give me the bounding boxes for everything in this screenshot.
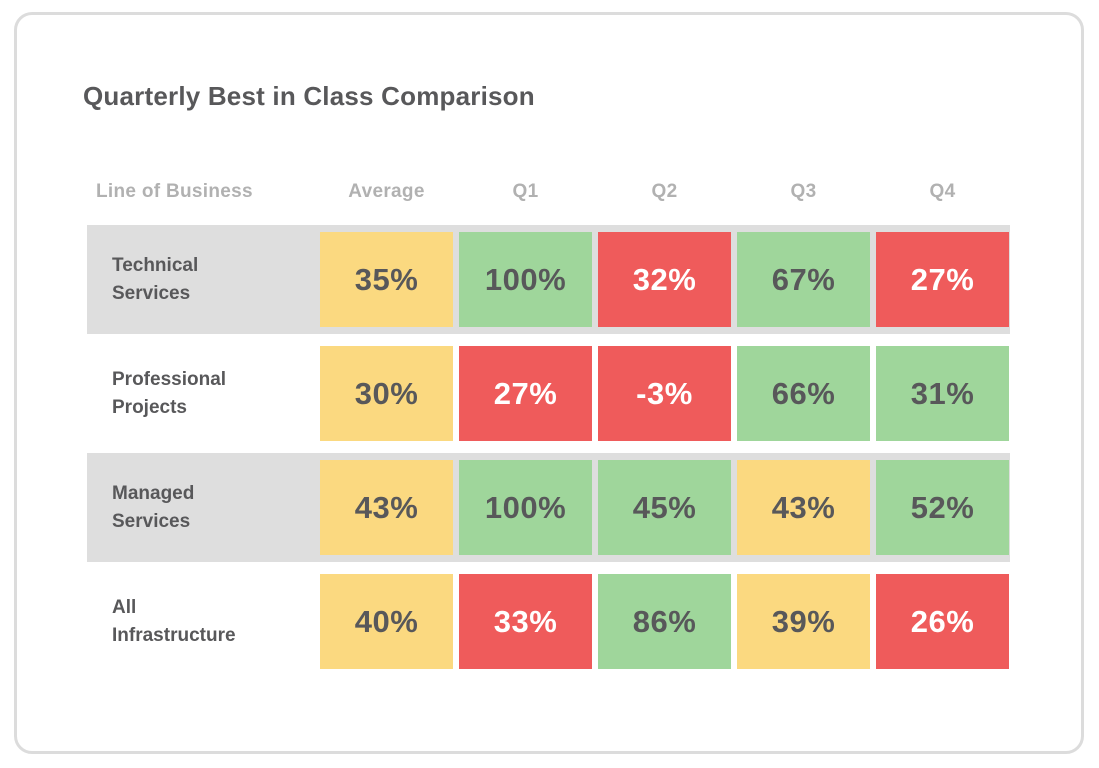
value-cell: 35% bbox=[320, 232, 453, 328]
column-header-line-of-business: Line of Business bbox=[96, 181, 253, 203]
value-cell: 26% bbox=[876, 574, 1009, 670]
value-cell: 32% bbox=[598, 232, 731, 328]
value-cell: 40% bbox=[320, 574, 453, 670]
table-row: All Infrastructure 40% 33% 86% 39% 26% bbox=[87, 567, 1010, 676]
column-header-q4: Q4 bbox=[929, 181, 956, 203]
value-cell: 27% bbox=[459, 346, 592, 442]
row-label: Managed Services bbox=[112, 483, 195, 532]
dashboard-card: Quarterly Best in Class Comparison Line … bbox=[14, 12, 1084, 754]
column-header-q1: Q1 bbox=[512, 181, 539, 203]
value-cell: 45% bbox=[598, 460, 731, 556]
value-cell: 31% bbox=[876, 346, 1009, 442]
value-cell: 43% bbox=[320, 460, 453, 556]
table-row: Professional Projects 30% 27% -3% 66% 31% bbox=[87, 339, 1010, 448]
comparison-table: Line of Business Average Q1 Q2 Q3 Q4 Technica… bbox=[87, 180, 1010, 676]
value-cell: 30% bbox=[320, 346, 453, 442]
value-cell: 52% bbox=[876, 460, 1009, 556]
value-cell: -3% bbox=[598, 346, 731, 442]
value-cell: 100% bbox=[459, 232, 592, 328]
table-row: Managed Services 43% 100% 45% 43% 52% bbox=[87, 453, 1010, 563]
value-cell: 86% bbox=[598, 574, 731, 670]
column-header-q2: Q2 bbox=[651, 181, 678, 203]
row-label: Technical Services bbox=[112, 255, 199, 304]
row-label: All Infrastructure bbox=[112, 597, 236, 646]
table-header-row: Line of Business Average Q1 Q2 Q3 Q4 bbox=[87, 180, 1010, 204]
value-cell: 39% bbox=[737, 574, 870, 670]
table-body: Technical Services 35% 100% 32% 67% 27% Profes… bbox=[87, 225, 1010, 676]
row-label: Professional Projects bbox=[112, 369, 227, 418]
value-cell: 33% bbox=[459, 574, 592, 670]
table-row: Technical Services 35% 100% 32% 67% 27% bbox=[87, 225, 1010, 335]
value-cell: 43% bbox=[737, 460, 870, 556]
value-cell: 66% bbox=[737, 346, 870, 442]
value-cell: 67% bbox=[737, 232, 870, 328]
value-cell: 27% bbox=[876, 232, 1009, 328]
column-header-q3: Q3 bbox=[790, 181, 817, 203]
chart-title: Quarterly Best in Class Comparison bbox=[83, 81, 535, 111]
value-cell: 100% bbox=[459, 460, 592, 556]
column-header-average: Average bbox=[348, 181, 425, 203]
